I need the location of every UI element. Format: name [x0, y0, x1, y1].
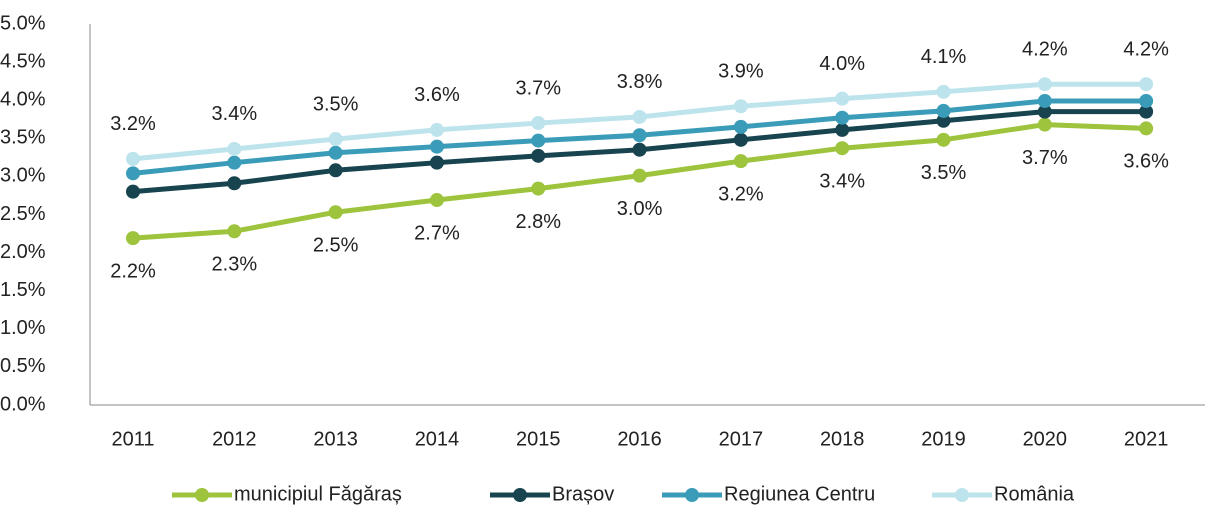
data-label: 4.1%	[921, 46, 967, 68]
data-label: 2.2%	[110, 260, 156, 282]
data-point	[835, 91, 850, 106]
x-tick-label: 2013	[313, 428, 358, 450]
data-point	[531, 116, 546, 131]
data-point	[1139, 93, 1154, 108]
data-point	[1139, 121, 1154, 136]
data-label: 3.4%	[819, 170, 865, 192]
data-point	[632, 142, 647, 157]
data-label: 4.2%	[1022, 38, 1068, 60]
data-point	[835, 110, 850, 125]
data-label: 3.7%	[515, 77, 561, 99]
data-point	[1139, 77, 1154, 92]
legend-marker	[955, 488, 969, 502]
data-label: 3.5%	[313, 93, 359, 115]
data-point	[733, 99, 748, 114]
legend-label: Brașov	[552, 483, 614, 505]
y-tick-label: 0.0%	[0, 393, 46, 415]
data-label: 2.7%	[414, 222, 460, 244]
data-label: 3.6%	[1123, 151, 1169, 173]
data-point	[835, 122, 850, 137]
data-point	[936, 103, 951, 118]
data-point	[632, 128, 647, 143]
data-point	[632, 109, 647, 124]
legend-marker	[685, 488, 699, 502]
y-tick-label: 2.0%	[0, 241, 46, 263]
data-label: 2.3%	[212, 254, 258, 276]
data-point	[632, 168, 647, 183]
data-label: 3.9%	[718, 61, 764, 83]
data-point	[126, 184, 140, 199]
data-label: 4.0%	[819, 53, 865, 75]
data-label: 3.4%	[212, 103, 258, 125]
data-label: 2.5%	[313, 234, 359, 256]
y-tick-label: 2.5%	[0, 203, 46, 225]
data-point	[936, 132, 951, 147]
data-point	[126, 166, 140, 181]
data-label: 2.8%	[515, 211, 561, 233]
x-tick-label: 2012	[212, 428, 257, 450]
legend-marker	[513, 488, 527, 502]
data-point	[733, 132, 748, 147]
data-point	[227, 155, 242, 170]
data-label: 3.5%	[921, 162, 967, 184]
data-label: 4.2%	[1123, 38, 1169, 60]
x-tick-label: 2011	[111, 428, 154, 450]
data-point	[126, 151, 140, 166]
data-label: 3.2%	[718, 183, 764, 205]
data-point	[1037, 117, 1052, 132]
data-label: 3.0%	[617, 198, 663, 220]
data-point	[328, 163, 343, 178]
legend-label: România	[994, 483, 1075, 505]
legend-label: Regiunea Centru	[724, 483, 875, 505]
data-point	[1139, 104, 1154, 119]
data-point	[227, 224, 242, 239]
x-tick-label: 2016	[617, 428, 662, 450]
y-tick-label: 3.5%	[0, 127, 46, 149]
x-tick-label: 2018	[820, 428, 865, 450]
x-tick-label: 2017	[719, 428, 764, 450]
x-tick-label: 2019	[921, 428, 966, 450]
data-point	[328, 205, 343, 220]
data-point	[429, 193, 444, 208]
y-tick-label: 4.0%	[0, 88, 46, 110]
x-tick-label: 2021	[1124, 428, 1169, 450]
data-point	[429, 122, 444, 137]
data-point	[429, 139, 444, 154]
data-point	[1037, 104, 1052, 119]
data-point	[1037, 77, 1052, 92]
data-label: 3.8%	[617, 71, 663, 93]
data-label: 3.7%	[1022, 147, 1068, 169]
data-point	[531, 133, 546, 148]
y-tick-label: 1.0%	[0, 317, 46, 339]
data-point	[328, 132, 343, 147]
y-tick-label: 4.5%	[0, 50, 46, 72]
data-point	[429, 155, 444, 170]
x-tick-label: 2014	[415, 428, 460, 450]
x-tick-label: 2020	[1023, 428, 1068, 450]
legend-label: municipiul Făgăraș	[234, 483, 402, 505]
data-point	[936, 113, 951, 128]
y-tick-label: 1.5%	[0, 279, 46, 301]
data-point	[835, 141, 850, 156]
data-point	[733, 119, 748, 134]
data-label: 3.6%	[414, 84, 460, 106]
y-tick-label: 3.0%	[0, 165, 46, 187]
data-point	[531, 148, 546, 163]
y-tick-label: 5.0%	[0, 12, 46, 34]
data-point	[328, 145, 343, 160]
legend-marker	[195, 488, 209, 502]
data-point	[126, 231, 140, 246]
data-point	[227, 141, 242, 156]
data-point	[733, 154, 748, 169]
y-tick-label: 0.5%	[0, 355, 46, 377]
data-point	[1037, 93, 1052, 108]
data-label: 3.2%	[110, 113, 156, 135]
data-point	[936, 84, 951, 99]
data-point	[531, 181, 546, 196]
x-tick-label: 2015	[516, 428, 561, 450]
data-point	[227, 176, 242, 191]
